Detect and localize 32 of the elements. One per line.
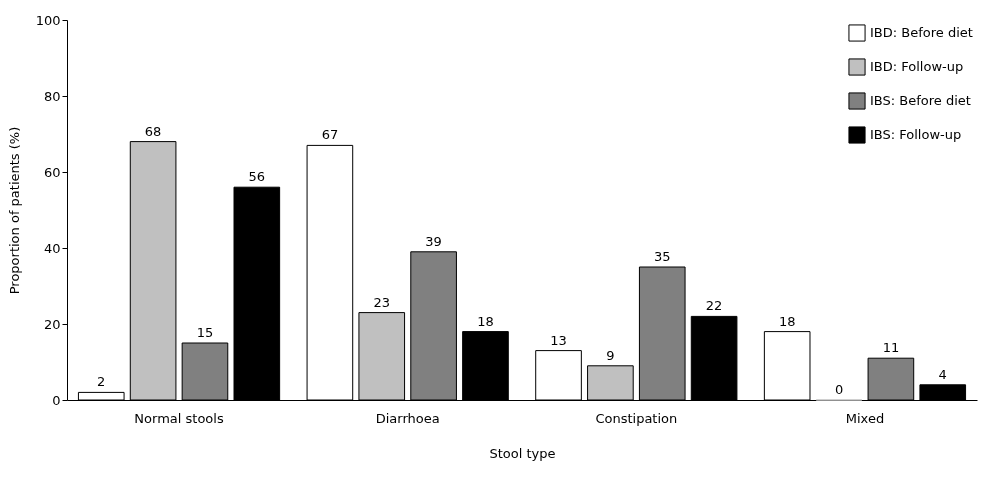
- data-label: 23: [373, 294, 391, 310]
- y-tick-label: 20: [43, 316, 61, 332]
- data-label: 13: [550, 332, 567, 348]
- legend-label: IBS: Before diet: [870, 93, 971, 108]
- data-label: 4: [938, 366, 947, 382]
- x-tick-label: Diarrhoea: [375, 410, 440, 426]
- y-axis-title: Proportion of patients (%): [6, 126, 22, 295]
- data-label: 0: [834, 382, 844, 397]
- legend-label: IBD: Follow-up: [870, 59, 964, 74]
- data-label: 67: [321, 127, 339, 143]
- legend-label: IBD: Before diet: [870, 25, 973, 40]
- x-tick-label: Constipation: [595, 410, 678, 426]
- x-tick-label: Mixed: [845, 410, 885, 426]
- y-tick-label: 80: [43, 88, 61, 104]
- data-label: 22: [705, 298, 723, 314]
- data-label: 9: [606, 347, 615, 363]
- data-label: 2: [97, 374, 106, 390]
- y-tick-label: 60: [43, 164, 61, 180]
- data-label: 39: [425, 233, 442, 249]
- y-tick-label: 40: [43, 240, 61, 256]
- y-tick-label: 100: [35, 12, 61, 28]
- x-axis-title: Stool type: [489, 445, 556, 461]
- y-tick-label: 0: [52, 392, 61, 408]
- data-label: 35: [653, 249, 671, 264]
- x-tick-label: Normal stools: [134, 410, 224, 426]
- legend-label: IBS: Follow-up: [870, 127, 962, 142]
- data-label: 18: [477, 313, 494, 329]
- data-label: 11: [882, 340, 900, 356]
- data-label: 68: [144, 123, 162, 139]
- data-label: 18: [778, 313, 796, 329]
- data-label: 56: [248, 169, 266, 185]
- data-label: 15: [196, 325, 214, 340]
